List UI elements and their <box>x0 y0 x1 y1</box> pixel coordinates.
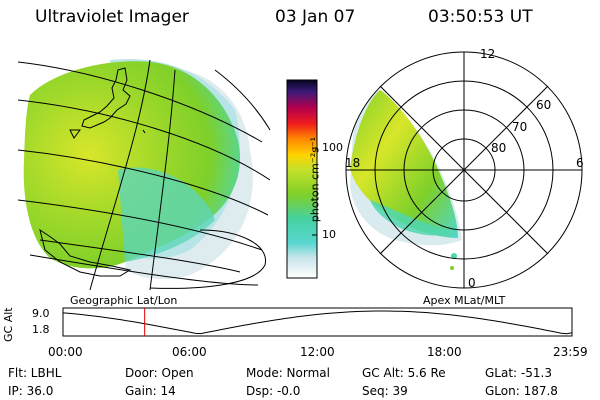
timeline-xtick: 12:00 <box>300 345 335 359</box>
polar-caption: Apex MLat/MLT <box>423 294 506 307</box>
colorbar-unit-label: photon cm⁻²s⁻¹ <box>308 136 322 223</box>
time-label: 03:50:53 UT <box>428 7 533 27</box>
info-glon: GLon: 187.8 <box>485 384 558 398</box>
mlat-label-80: 80 <box>491 141 507 155</box>
timeline-ytick-bottom: 1.8 <box>32 323 50 336</box>
geo-caption: Geographic Lat/Lon <box>70 294 178 307</box>
timeline-xtick: 00:00 <box>48 345 83 359</box>
timeline-xtick: 23:59 <box>553 345 588 359</box>
mlt-label-12: 12 <box>480 47 496 61</box>
altitude-timeline <box>62 307 573 337</box>
instrument-title: Ultraviolet Imager <box>35 7 189 27</box>
mlat-label-70: 70 <box>512 120 528 134</box>
colorbar-tick-100: 100 <box>322 141 343 154</box>
info-door: Door: Open <box>125 366 194 380</box>
mlt-label-6: 6 <box>576 156 584 170</box>
colorbar-tick-10: 10 <box>322 228 336 241</box>
timeline-xtick: 18:00 <box>427 345 462 359</box>
mlt-label-0: 0 <box>468 276 476 290</box>
polar-plot <box>345 51 583 289</box>
info-gc-alt: GC Alt: 5.6 Re <box>362 366 446 380</box>
timeline-ytick-top: 9.0 <box>32 307 50 320</box>
timeline-xtick: 06:00 <box>172 345 207 359</box>
info-filter: Flt: LBHL <box>8 366 62 380</box>
info-gain: Gain: 14 <box>125 384 176 398</box>
colorbar <box>286 79 318 279</box>
mlt-label-18: 18 <box>345 156 361 170</box>
timeline-ylabel: GC Alt <box>2 307 15 342</box>
info-dsp: Dsp: -0.0 <box>246 384 301 398</box>
geographic-image <box>18 59 271 290</box>
info-ip: IP: 36.0 <box>8 384 54 398</box>
date-label: 03 Jan 07 <box>275 7 356 27</box>
altitude-curve <box>62 310 573 335</box>
info-seq: Seq: 39 <box>362 384 408 398</box>
mlat-label-60: 60 <box>536 98 552 112</box>
info-glat: GLat: -51.3 <box>485 366 552 380</box>
info-mode: Mode: Normal <box>246 366 330 380</box>
